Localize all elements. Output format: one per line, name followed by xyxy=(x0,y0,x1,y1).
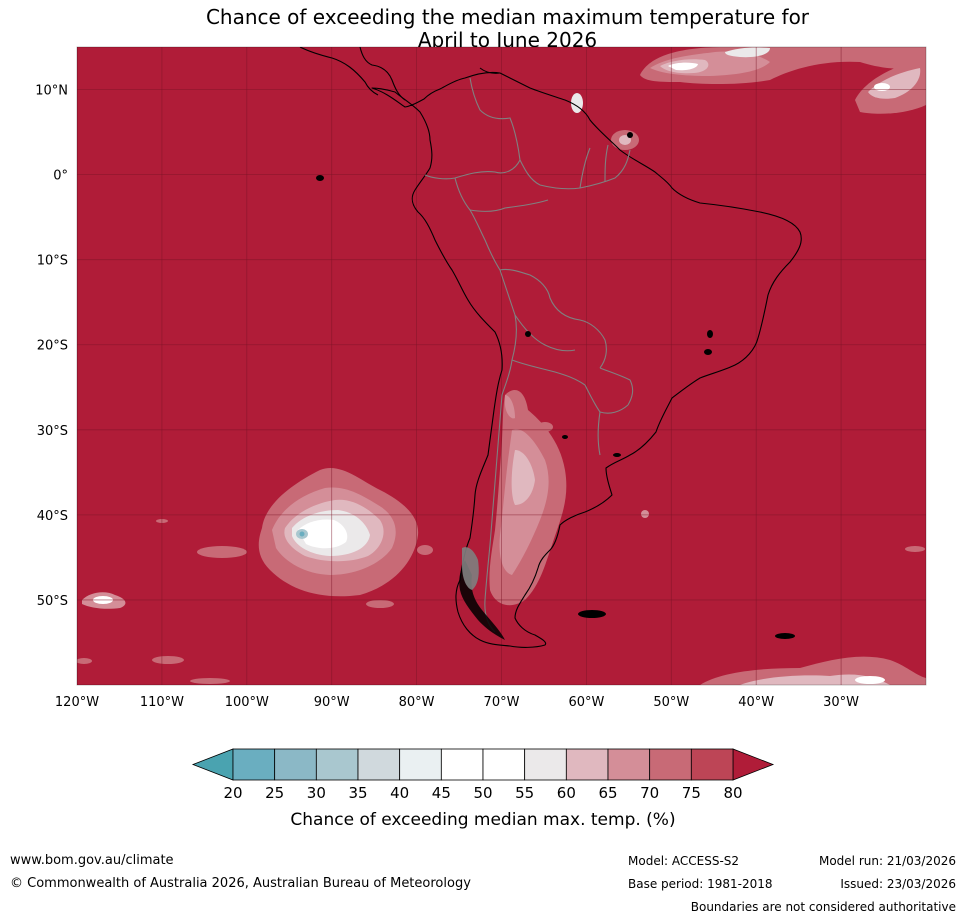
map-frame xyxy=(76,46,927,686)
colorbar-tick-label: 25 xyxy=(265,784,284,802)
colorbar-tick-label: 45 xyxy=(432,784,451,802)
south-america-coastline xyxy=(371,71,802,648)
footer-copyright: © Commonwealth of Australia 2026, Austra… xyxy=(10,876,471,891)
central-america-coastline xyxy=(299,47,501,101)
colorbar-segment xyxy=(607,748,651,781)
colorbar-tick-label: 55 xyxy=(515,784,534,802)
lat-tick-label: 10°N xyxy=(35,84,68,99)
colorbar-segment xyxy=(274,748,317,781)
colorbar-under-arrow xyxy=(191,748,234,781)
colorbar-segment xyxy=(399,748,442,781)
lat-tick-label: 0° xyxy=(53,169,68,184)
footer-model-run: Model run: 21/03/2026 xyxy=(818,854,956,868)
lon-tick-label: 90°W xyxy=(314,695,350,710)
footer-disclaimer: Boundaries are not considered authoritat… xyxy=(690,900,956,914)
colorbar-segment xyxy=(357,748,401,781)
north-atlantic-anomaly-region xyxy=(640,47,926,114)
islands xyxy=(316,132,795,639)
lon-tick-label: 100°W xyxy=(225,695,269,710)
colorbar-segment xyxy=(232,748,276,781)
colorbar-tick-label: 20 xyxy=(223,784,242,802)
colorbar-segment xyxy=(690,748,734,781)
lon-tick-label: 80°W xyxy=(399,695,435,710)
colorbar-tick-label: 65 xyxy=(598,784,617,802)
colorbar-tick-label: 40 xyxy=(390,784,409,802)
lat-tick-label: 30°S xyxy=(37,424,68,439)
footer-issued: Issued: 23/03/2026 xyxy=(840,877,956,891)
lat-tick-label: 40°S xyxy=(37,509,68,524)
colorbar-segment xyxy=(315,748,359,781)
colorbar-tick-label: 75 xyxy=(682,784,701,802)
latitude-labels: 10°N 0° 10°S 20°S 30°S 40°S 50°S xyxy=(35,84,68,609)
longitude-labels: 120°W 110°W 100°W 90°W 80°W 70°W 60°W 50°W 40°W 3… xyxy=(55,695,859,710)
colorbar-tick-label: 50 xyxy=(473,784,492,802)
lon-tick-label: 70°W xyxy=(484,695,520,710)
footer-model: Model: ACCESS-S2 xyxy=(628,854,740,868)
patagonia-gray-region xyxy=(462,547,479,590)
lon-tick-label: 120°W xyxy=(55,695,99,710)
lon-tick-label: 110°W xyxy=(140,695,184,710)
colorbar: 20 25 30 35 40 45 50 55 60 65 70 75 80 Chance of exce… xyxy=(191,748,775,830)
colorbar-over-arrow xyxy=(732,748,775,781)
lat-tick-label: 10°S xyxy=(37,254,68,269)
lon-tick-label: 30°W xyxy=(823,695,859,710)
lat-tick-label: 20°S xyxy=(37,339,68,354)
colorbar-tick-label: 80 xyxy=(723,784,742,802)
map-title-line2: April to June 2026 xyxy=(417,28,598,52)
colorbar-tick-label: 70 xyxy=(640,784,659,802)
lon-tick-label: 40°W xyxy=(738,695,774,710)
colorbar-tick-label: 60 xyxy=(557,784,576,802)
country-borders xyxy=(424,77,634,633)
map-title-line1: Chance of exceeding the median maximum t… xyxy=(205,5,810,29)
colorbar-segment xyxy=(440,748,484,781)
colorbar-tick-label: 30 xyxy=(307,784,326,802)
colorbar-tick-label: 35 xyxy=(348,784,367,802)
lon-tick-label: 50°W xyxy=(653,695,689,710)
argentina-anomaly-region xyxy=(489,390,567,606)
colorbar-label: Chance of exceeding median max. temp. (%… xyxy=(290,810,675,830)
colorbar-segment xyxy=(482,748,526,781)
colorbar-segment xyxy=(565,748,609,781)
colorbar-segment xyxy=(649,748,692,781)
graticule xyxy=(77,47,926,685)
lon-tick-label: 60°W xyxy=(568,695,604,710)
colorbar-segment xyxy=(524,748,567,781)
footer-base-period: Base period: 1981-2018 xyxy=(628,877,773,891)
lat-tick-label: 50°S xyxy=(37,594,68,609)
footer-url[interactable]: www.bom.gov.au/climate xyxy=(10,853,174,868)
